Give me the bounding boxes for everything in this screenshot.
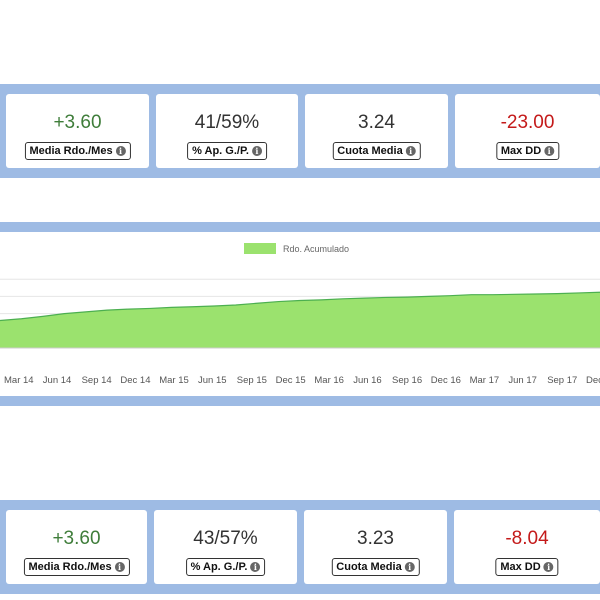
- stat-label-text: Cuota Media: [336, 561, 402, 573]
- x-tick-label: Jun 17: [508, 375, 537, 386]
- x-tick-label: Sep 14: [82, 375, 112, 386]
- stat-card-ap: 43/57% % Ap. G./P. i: [154, 510, 297, 584]
- x-tick-label: Mar 15: [159, 375, 189, 386]
- stat-label[interactable]: Max DD i: [495, 558, 559, 576]
- info-icon[interactable]: i: [251, 146, 262, 156]
- cumulative-result-chart: Rdo. Acumulado Mar 14 Jun 14 Sep 14 Dec 14 M…: [0, 243, 600, 386]
- stat-label[interactable]: % Ap. G./P. i: [187, 142, 267, 160]
- stat-value: 41/59%: [194, 112, 260, 133]
- legend-swatch: [244, 243, 276, 254]
- stat-label-text: % Ap. G./P.: [192, 145, 249, 157]
- stat-label[interactable]: % Ap. G./P. i: [185, 558, 266, 576]
- info-icon[interactable]: i: [250, 562, 261, 572]
- x-tick-label: Dec 14: [120, 375, 150, 386]
- stat-value: 43/57%: [193, 528, 258, 549]
- stat-value: 3.24: [358, 112, 395, 133]
- x-tick-label: Sep 17: [547, 375, 577, 386]
- stats-panel-1: +3.60 Media Rdo./Mes i 41/59% % Ap. G./P…: [0, 84, 600, 178]
- x-tick-label: Jun 14: [43, 375, 72, 386]
- stats-panel-2: +3.60 Media Rdo./Mes i 43/57% % Ap. G./P…: [0, 500, 600, 594]
- x-tick-label: Sep 16: [392, 375, 422, 386]
- series-area: [0, 292, 600, 348]
- stat-label-text: Max DD: [500, 145, 542, 157]
- info-icon[interactable]: i: [115, 146, 126, 156]
- x-tick-label: Mar 17: [470, 375, 500, 386]
- stat-label-text: Media Rdo./Mes: [29, 145, 113, 157]
- stat-value: +3.60: [52, 528, 101, 549]
- stat-label[interactable]: Media Rdo./Mes i: [23, 558, 130, 576]
- info-icon[interactable]: i: [543, 562, 554, 572]
- chart-card: Rdo. Acumulado Mar 14 Jun 14 Sep 14 Dec 14 M…: [0, 232, 600, 396]
- stat-value: -23.00: [500, 112, 555, 133]
- x-tick-label: Sep 15: [237, 375, 267, 386]
- info-icon[interactable]: i: [405, 146, 416, 156]
- stat-card-maxdd: -23.00 Max DD i: [455, 94, 600, 168]
- stat-label[interactable]: Cuota Media i: [332, 142, 421, 160]
- legend-label: Rdo. Acumulado: [283, 244, 349, 254]
- stat-value: 3.23: [357, 528, 394, 549]
- x-tick-label: Dec 15: [276, 375, 306, 386]
- stat-label-text: Max DD: [500, 561, 541, 573]
- x-tick-label: Mar 16: [314, 375, 344, 386]
- stat-label[interactable]: Cuota Media i: [331, 558, 420, 576]
- info-icon[interactable]: i: [114, 562, 125, 572]
- info-icon[interactable]: i: [544, 146, 555, 156]
- stat-label-text: Media Rdo./Mes: [28, 561, 112, 573]
- stat-value: +3.60: [53, 112, 102, 133]
- info-icon[interactable]: i: [404, 562, 415, 572]
- chart-x-ticks: Mar 14 Jun 14 Sep 14 Dec 14 Mar 15 Jun 15 Sep …: [4, 375, 600, 386]
- stat-label-text: Cuota Media: [337, 145, 403, 157]
- stat-card-media-rdo: +3.60 Media Rdo./Mes i: [6, 510, 147, 584]
- stat-label[interactable]: Media Rdo./Mes i: [24, 142, 131, 160]
- x-tick-label: Dec 16: [431, 375, 461, 386]
- x-tick-label: Dec 1: [586, 375, 600, 386]
- stat-card-maxdd: -8.04 Max DD i: [454, 510, 600, 584]
- stat-card-cuota: 3.23 Cuota Media i: [304, 510, 447, 584]
- chart-area-layer: [0, 291, 600, 349]
- stat-label[interactable]: Max DD i: [495, 142, 560, 160]
- stat-card-cuota: 3.24 Cuota Media i: [305, 94, 448, 168]
- chart-legend: Rdo. Acumulado: [244, 243, 349, 254]
- chart-panel: Rdo. Acumulado Mar 14 Jun 14 Sep 14 Dec 14 M…: [0, 222, 600, 406]
- stat-card-media-rdo: +3.60 Media Rdo./Mes i: [6, 94, 149, 168]
- stat-card-ap: 41/59% % Ap. G./P. i: [156, 94, 298, 168]
- stat-label-text: % Ap. G./P.: [190, 561, 248, 573]
- x-tick-label: Jun 15: [198, 375, 227, 386]
- x-tick-label: Mar 14: [4, 375, 34, 386]
- x-tick-label: Jun 16: [353, 375, 382, 386]
- stat-value: -8.04: [505, 528, 549, 549]
- series-line: [0, 291, 600, 322]
